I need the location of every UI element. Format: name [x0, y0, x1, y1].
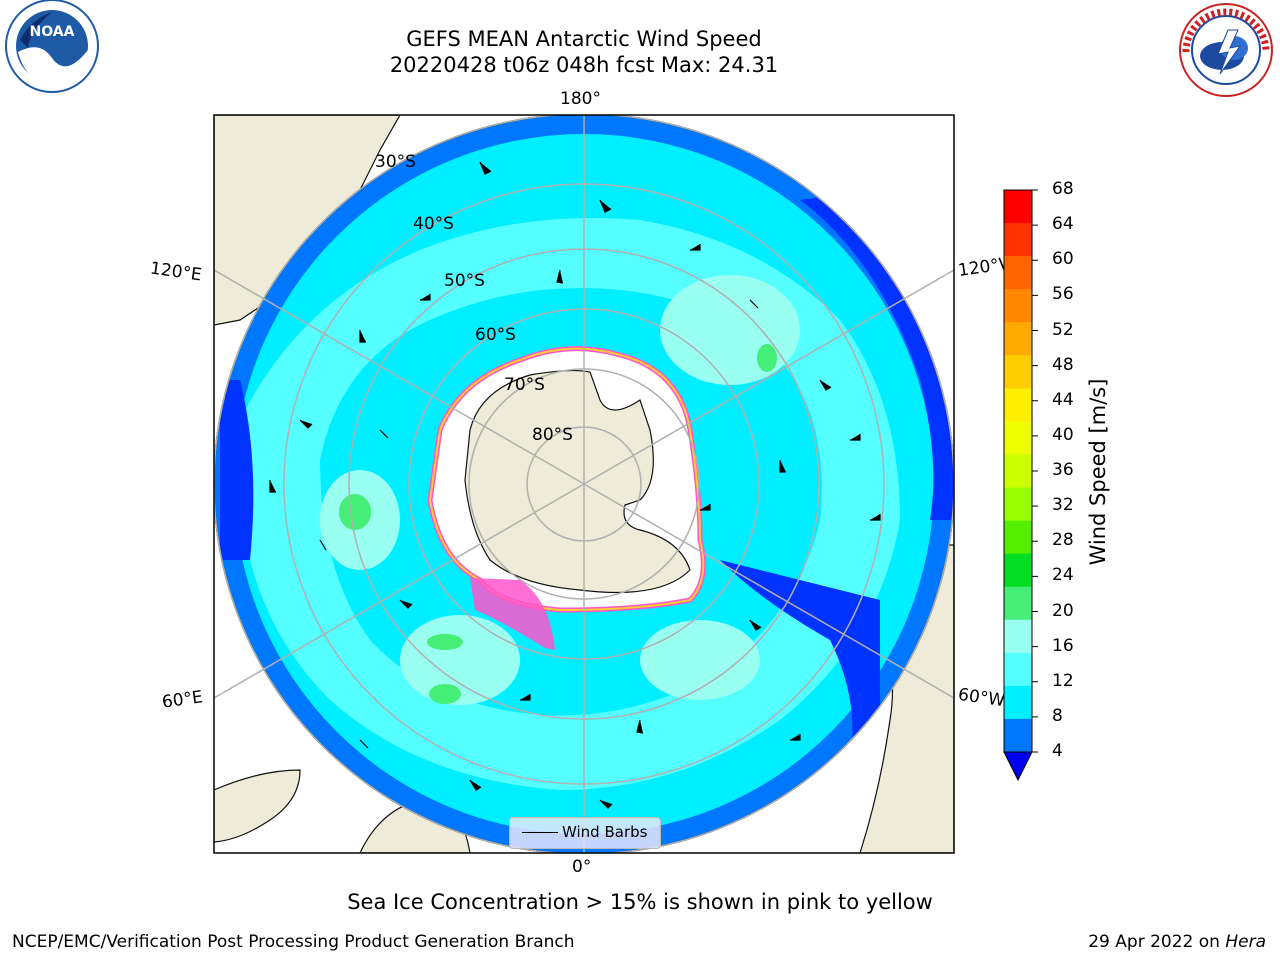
colorbar-tick-label: 44	[1052, 389, 1074, 410]
colorbar-tick-label: 64	[1052, 214, 1074, 235]
legend-label: Wind Barbs	[562, 823, 648, 841]
colorbar-tick-label: 28	[1052, 530, 1074, 551]
lat-label-80s: 80°S	[532, 425, 573, 445]
lon-label-180: 180°	[560, 89, 601, 109]
colorbar-tick-label: 40	[1052, 424, 1074, 445]
footer-date: 29 Apr 2022 on Hera	[1088, 932, 1266, 952]
colorbar-tick-label: 4	[1052, 741, 1063, 761]
lat-label-40s: 40°S	[413, 214, 454, 234]
footer-date-text: 29 Apr 2022 on	[1088, 932, 1226, 952]
colorbar-tick-label: 60	[1052, 249, 1074, 270]
colorbar-tick-label: 68	[1052, 179, 1074, 199]
colorbar-tick-label: 20	[1052, 600, 1074, 621]
colorbar-tick-label: 48	[1052, 354, 1074, 375]
nws-logo	[1179, 3, 1273, 97]
colorbar-tick-label: 24	[1052, 565, 1074, 586]
noaa-logo: NOAA	[5, 0, 99, 93]
colorbar-tick-label: 32	[1052, 495, 1074, 516]
lon-label-0: 0°	[572, 857, 592, 877]
lat-label-50s: 50°S	[444, 271, 485, 291]
colorbar-tick-label: 56	[1052, 284, 1074, 305]
lat-label-30s: 30°S	[375, 152, 416, 172]
graticule	[214, 115, 954, 853]
wind-barbs	[269, 161, 881, 809]
footer-host: Hera	[1225, 932, 1266, 952]
colorbar-tick-label: 36	[1052, 460, 1074, 480]
lat-label-70s: 70°S	[504, 375, 545, 395]
footer-credit: NCEP/EMC/Verification Post Processing Pr…	[12, 932, 575, 952]
map-frame	[213, 114, 955, 854]
colorbar-tick-label: 52	[1052, 319, 1074, 340]
colorbar-tick-label: 8	[1052, 705, 1063, 726]
map-subtitle: 20220428 t06z 048h fcst Max: 24.31	[389, 53, 779, 77]
wind-barbs-legend: Wind Barbs	[509, 817, 661, 849]
colorbar-tick-label: 16	[1052, 635, 1074, 656]
colorbar-label: Wind Speed [m/s]	[1086, 378, 1110, 566]
sea-ice-note: Sea Ice Concentration > 15% is shown in …	[347, 890, 933, 914]
colorbar-tick-label: 12	[1052, 670, 1074, 691]
map-title: GEFS MEAN Antarctic Wind Speed	[406, 27, 762, 51]
legend-line-swatch	[522, 832, 558, 833]
svg-text:NOAA: NOAA	[30, 24, 75, 40]
lat-label-60s: 60°S	[475, 325, 516, 345]
sea-ice-weddell	[470, 578, 555, 650]
